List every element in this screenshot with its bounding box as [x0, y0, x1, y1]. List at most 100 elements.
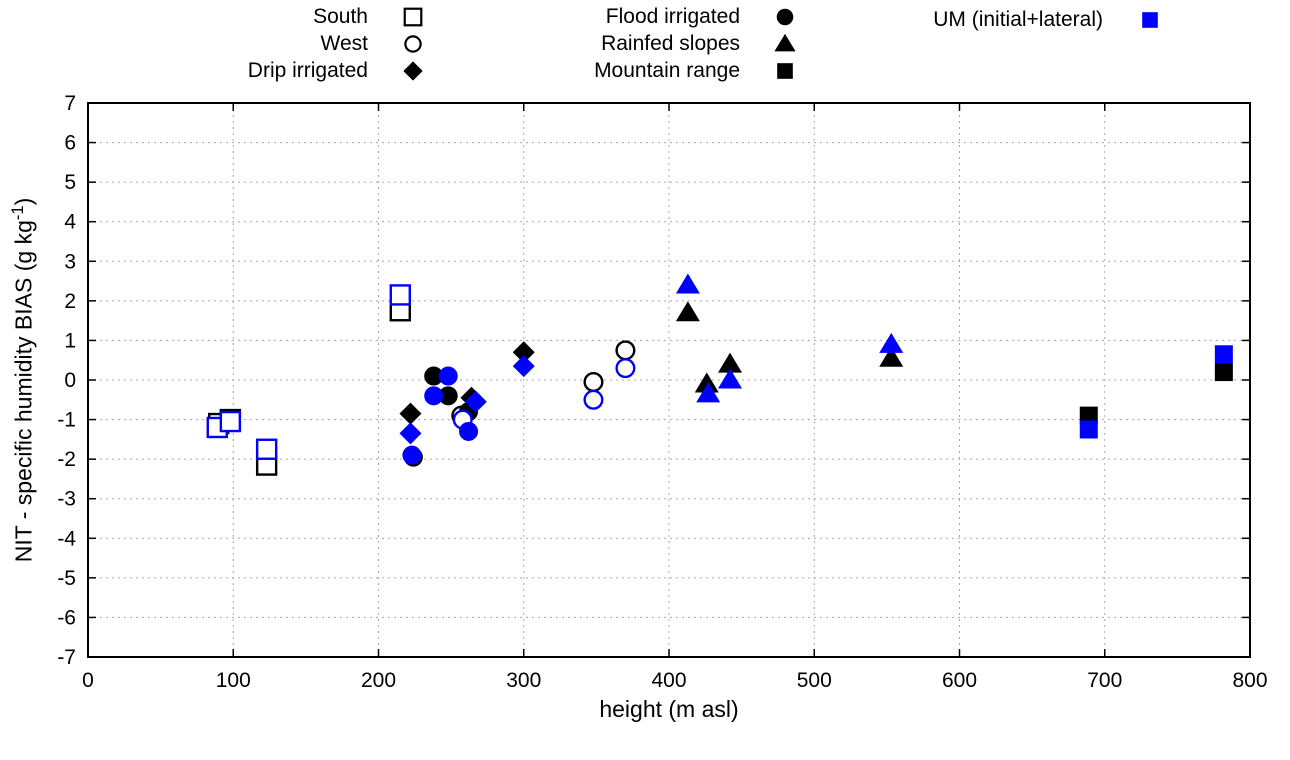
y-tick-label: -2	[57, 448, 76, 471]
x-tick-label: 0	[82, 669, 94, 692]
legend-marker-svg	[774, 33, 796, 51]
series-west-nit	[451, 340, 636, 426]
legend-marker-filled-square-icon	[740, 58, 830, 84]
x-tick-label: 300	[506, 669, 541, 692]
x-tick-label: 500	[797, 669, 832, 692]
y-axis-label-superscript: -1	[8, 205, 27, 221]
marker-open-square	[219, 410, 242, 433]
y-tick-label: 3	[64, 250, 76, 273]
legend-marker-svg	[1142, 11, 1158, 28]
series-west-um	[452, 358, 636, 430]
marker-filled-diamond	[399, 422, 422, 445]
legend-label: Drip irrigated	[247, 59, 368, 82]
marker-filled-square	[1142, 11, 1158, 28]
x-tick-label: 700	[1087, 669, 1122, 692]
x-tick-label: 100	[216, 669, 251, 692]
marker-filled-circle	[402, 445, 422, 465]
chart-legend-column-3: UM (initial+lateral)	[820, 6, 1197, 33]
legend-item: Mountain range	[510, 57, 830, 84]
marker-filled-circle	[459, 421, 479, 441]
marker-filled-diamond	[512, 355, 535, 378]
y-tick-label: 4	[64, 211, 76, 234]
y-axis-label-close: )	[10, 197, 37, 206]
marker-filled-circle	[776, 8, 794, 25]
marker-filled-triangle	[694, 372, 719, 393]
marker-filled-square	[777, 62, 793, 79]
legend-label: Mountain range	[594, 59, 740, 82]
series-rainfed-slopes-nit	[675, 301, 904, 393]
y-axis-label: NIT - specific humidity BIAS (g kg-1)	[8, 80, 40, 680]
y-tick-label: 6	[64, 132, 76, 155]
legend-label: South	[313, 5, 368, 28]
legend-item: West	[138, 30, 458, 57]
y-axis-label-text: NIT - specific humidity BIAS (g kg	[10, 220, 37, 563]
series-drip-irrigated-um	[399, 355, 535, 445]
legend-item: South	[138, 3, 458, 30]
marker-filled-diamond	[399, 402, 422, 425]
series-south-um	[206, 284, 411, 460]
series-south-nit	[208, 300, 411, 476]
marker-filled-square	[1079, 420, 1098, 439]
legend-marker-svg	[404, 34, 422, 53]
marker-filled-triangle	[879, 346, 904, 367]
marker-filled-triangle	[718, 352, 743, 373]
y-tick-label: -6	[57, 606, 76, 629]
marker-open-circle	[615, 340, 636, 361]
y-tick-label: -5	[57, 567, 76, 590]
marker-filled-circle	[424, 366, 444, 386]
marker-open-square	[255, 438, 278, 460]
x-axis-label: height (m asl)	[599, 696, 738, 722]
marker-filled-diamond	[512, 341, 535, 364]
legend-item: Flood irrigated	[510, 3, 830, 30]
legend-item: UM (initial+lateral)	[820, 6, 1197, 33]
legend-marker-svg	[776, 8, 794, 25]
legend-label: West	[320, 32, 368, 55]
y-tick-label: -1	[57, 409, 76, 432]
series-flood-irrigated-um	[402, 366, 479, 465]
y-tick-label: 7	[64, 92, 76, 115]
legend-label: Rainfed slopes	[601, 32, 740, 55]
y-tick-label: 1	[64, 329, 76, 352]
legend-item: Rainfed slopes	[510, 30, 830, 57]
marker-filled-diamond	[464, 390, 487, 413]
legend-marker-svg	[777, 62, 793, 79]
marker-filled-square	[1079, 406, 1098, 425]
marker-filled-triangle	[718, 368, 743, 389]
series-mountain-range-nit	[1079, 363, 1233, 425]
chart-legend-column-1: South West Drip irrigated	[138, 3, 458, 84]
legend-marker-svg	[403, 60, 423, 81]
marker-filled-square	[1214, 345, 1233, 364]
tick-labels: 0 100 200 300 400 500 600 700 800 -7 -6 -5 -4 -3 -2 -1 0…	[57, 92, 1267, 692]
marker-open-square	[403, 7, 423, 26]
legend-marker-svg	[403, 7, 423, 26]
legend-marker-open-circle-icon	[368, 31, 458, 57]
marker-filled-triangle	[675, 301, 700, 322]
legend-marker-open-square-icon	[368, 4, 458, 30]
legend-marker-filled-diamond-icon	[368, 58, 458, 84]
marker-open-circle	[404, 34, 422, 53]
y-tick-label: 2	[64, 290, 76, 313]
data-points	[206, 273, 1233, 476]
y-tick-label: 5	[64, 171, 76, 194]
series-mountain-range-um	[1079, 345, 1233, 439]
legend-item: Drip irrigated	[138, 57, 458, 84]
marker-filled-circle	[438, 366, 458, 386]
x-tick-label: 800	[1232, 669, 1267, 692]
marker-open-square	[389, 284, 411, 306]
y-tick-label: -4	[57, 527, 76, 550]
marker-open-circle	[583, 371, 604, 392]
axis-ticks	[87, 102, 1251, 658]
marker-filled-triangle	[774, 33, 796, 51]
marker-open-circle	[583, 389, 604, 410]
legend-label: Flood irrigated	[605, 5, 740, 28]
legend-marker-filled-square-icon	[1103, 7, 1197, 33]
gridlines	[88, 103, 1250, 657]
series-rainfed-slopes-um	[675, 273, 904, 403]
marker-filled-triangle	[879, 332, 904, 353]
marker-filled-diamond	[403, 60, 423, 81]
marker-open-circle	[615, 358, 636, 379]
legend-marker-filled-circle-icon	[740, 4, 830, 30]
y-tick-label: -3	[57, 488, 76, 511]
